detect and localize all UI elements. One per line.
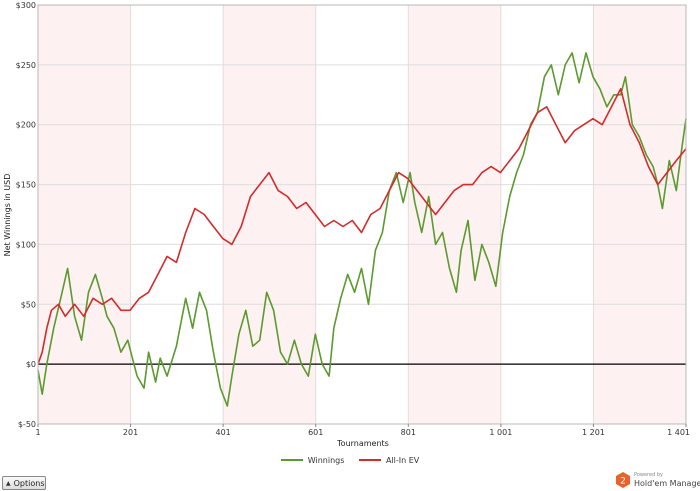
background-band <box>223 5 316 424</box>
y-tick-label: $250 <box>16 61 36 70</box>
y-tick-label: $0 <box>26 360 36 369</box>
legend-swatch-winnings <box>280 459 303 461</box>
x-axis-ticks: 1 201 401 601 801 1 001 1 201 1 401 <box>35 424 690 437</box>
legend-item-winnings[interactable]: Winnings <box>280 455 345 465</box>
logo-digit: 2 <box>620 477 626 487</box>
background-band <box>408 5 501 424</box>
legend-label-allin-ev: All-In EV <box>385 455 420 465</box>
net-winnings-chart: $-50 $0 $50 $100 $150 $200 $250 $300 1 201 401 601… <box>3 1 690 448</box>
background-band <box>315 5 409 424</box>
x-tick-label: 401 <box>216 428 231 437</box>
plot-frame <box>37 4 687 425</box>
background-band <box>500 5 594 424</box>
y-axis-title: Net Winnings in USD <box>3 174 12 257</box>
x-tick-label: 801 <box>401 428 416 437</box>
y-tick-label: $150 <box>16 181 36 190</box>
y-tick-label: $-50 <box>18 420 36 429</box>
x-tick-label: 1 001 <box>489 428 512 437</box>
legend-item-allin-ev[interactable]: All-In EV <box>358 455 420 465</box>
options-button[interactable]: ▲ Options <box>2 476 46 490</box>
x-tick-label: 1 <box>35 428 40 437</box>
powered-by-text: Powered by <box>634 472 663 478</box>
options-label: Options <box>13 478 45 488</box>
background-band <box>593 5 686 424</box>
y-tick-label: $100 <box>16 240 36 249</box>
x-tick-label: 1 401 <box>667 428 690 437</box>
caret-up-icon: ▲ <box>6 479 11 487</box>
series-lines <box>37 52 687 407</box>
x-tick-label: 201 <box>123 428 138 437</box>
series-line-winnings <box>37 52 687 407</box>
background-band <box>38 5 131 424</box>
product-name: Hold'em Manager <box>634 479 700 488</box>
hem-logo-icon: 2 <box>616 472 630 488</box>
y-tick-label: $50 <box>21 300 36 309</box>
gridlines <box>37 4 687 425</box>
alternating-background-bands <box>38 5 686 424</box>
x-axis-title: Tournaments <box>336 439 389 448</box>
legend-label-winnings: Winnings <box>307 455 345 465</box>
background-band <box>130 5 224 424</box>
legend: Winnings All-In EV <box>0 454 700 465</box>
y-tick-label: $300 <box>16 1 36 10</box>
series-line-all-in-ev <box>37 88 687 365</box>
x-tick-label: 1 201 <box>582 428 605 437</box>
branding: 2 Powered by Hold'em Manager <box>616 470 700 490</box>
y-tick-label: $200 <box>16 121 36 130</box>
x-tick-label: 601 <box>308 428 323 437</box>
y-axis-ticks: $-50 $0 $50 $100 $150 $200 $250 $300 <box>16 1 36 429</box>
legend-swatch-allin-ev <box>358 459 381 461</box>
